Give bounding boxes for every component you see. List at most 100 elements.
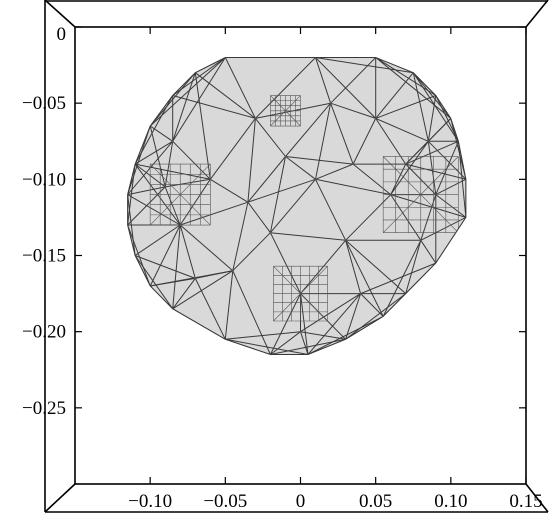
mesh-edge (390, 194, 466, 218)
mesh-edge (134, 95, 174, 165)
mesh-edge (315, 179, 347, 241)
mesh-node (329, 102, 332, 105)
mesh-edge (330, 57, 377, 104)
mesh-edge (247, 178, 316, 203)
mesh-node (209, 178, 212, 181)
mesh-edge (172, 278, 196, 310)
mesh-edge (405, 240, 422, 294)
mesh-edge (315, 163, 354, 180)
mesh-edge (457, 141, 466, 218)
mesh-node (389, 193, 392, 196)
frame-corner-bl (44, 483, 76, 513)
mesh-edge (134, 255, 196, 279)
mesh-edge (405, 140, 459, 165)
x-tick-label: 0.15 (509, 491, 542, 512)
mesh-edge (134, 255, 174, 310)
mesh-edge (315, 103, 332, 180)
mesh-edge (127, 194, 181, 226)
mesh-edge (270, 178, 316, 234)
mesh-edge (127, 125, 151, 195)
mesh-edge (412, 72, 459, 142)
mesh-edge (270, 232, 346, 241)
x-tick-label: −0.05 (203, 491, 247, 512)
y-tick-label: −0.15 (22, 246, 66, 267)
mesh-edge (127, 186, 166, 226)
mesh-node (246, 201, 249, 204)
x-tick-label: 0 (296, 491, 306, 512)
mesh-edge (345, 293, 362, 340)
mesh-elements (127, 57, 466, 355)
mesh-node (269, 231, 272, 234)
x-tick-label: 0.05 (359, 491, 392, 512)
mesh-boundary (127, 57, 467, 355)
mesh-edge (172, 140, 211, 180)
mesh-edge (180, 201, 249, 226)
mesh-edge (149, 125, 173, 142)
mesh-edge (149, 224, 181, 287)
mesh-edge (127, 194, 136, 256)
mesh-edge (172, 224, 181, 309)
mesh-edge (285, 156, 316, 180)
mesh-edge (270, 338, 346, 355)
mesh-edge (269, 232, 301, 294)
mesh-node (254, 117, 257, 120)
mesh-edge (307, 315, 384, 355)
mesh-edge (307, 293, 361, 355)
mesh-edge (255, 57, 316, 119)
mesh-edge (127, 186, 166, 196)
mesh-edge (345, 293, 407, 340)
mesh-edge (247, 118, 256, 203)
mesh-edge (300, 331, 309, 355)
mesh-edge (435, 194, 466, 218)
refined-grid-diagonal (270, 95, 301, 127)
mesh-node (314, 178, 317, 181)
mesh-edge (172, 270, 234, 310)
y-tick-label: −0.10 (22, 169, 66, 190)
mesh-edge (164, 186, 181, 226)
mesh-edge (232, 202, 249, 271)
mesh-edge (435, 178, 466, 196)
mesh-edge (330, 102, 376, 119)
mesh-edge (315, 57, 414, 74)
mesh-edge (285, 102, 331, 157)
mesh-edge (225, 331, 301, 340)
frame-corner-tr (525, 0, 549, 28)
mesh-edge (412, 72, 452, 119)
mesh-edge (134, 224, 181, 256)
mesh-edge (224, 57, 256, 119)
mesh-edge (247, 156, 286, 203)
mesh-edge (360, 262, 436, 295)
y-tick-label: −0.05 (22, 93, 66, 114)
mesh-edge (247, 201, 271, 233)
mesh-edge (209, 118, 256, 180)
mesh-edge (225, 338, 309, 355)
mesh-node (434, 193, 437, 196)
tick-marks (75, 26, 527, 484)
mesh-edge (224, 270, 234, 340)
mesh-edge (210, 178, 249, 203)
mesh-surface (127, 57, 466, 355)
mesh-edge (150, 270, 233, 287)
mesh-edge (352, 163, 392, 195)
frame-corner-tl (44, 0, 76, 28)
mesh-edge (345, 240, 384, 317)
mesh-edge (194, 278, 226, 340)
mesh-edge (300, 293, 309, 355)
mesh-edge (285, 156, 354, 165)
mesh-edge (149, 72, 196, 127)
mesh-node (359, 292, 362, 295)
mesh-edge (315, 57, 332, 104)
mesh-edge (194, 72, 256, 119)
mesh-edge (255, 118, 286, 157)
mesh-edge (427, 95, 437, 142)
mesh-edge (360, 293, 384, 317)
mesh-edge (405, 163, 466, 180)
mesh-edge (375, 95, 436, 119)
tick-labels: −0.10 −0.05 0 0.05 0.10 0.15 0 −0.05 −0.10 −0.15 −… (22, 24, 543, 512)
mesh-edge (375, 117, 429, 142)
mesh-node (284, 155, 287, 158)
mesh-edge (450, 118, 466, 180)
mesh-node (427, 140, 430, 143)
mesh-node (299, 292, 302, 295)
